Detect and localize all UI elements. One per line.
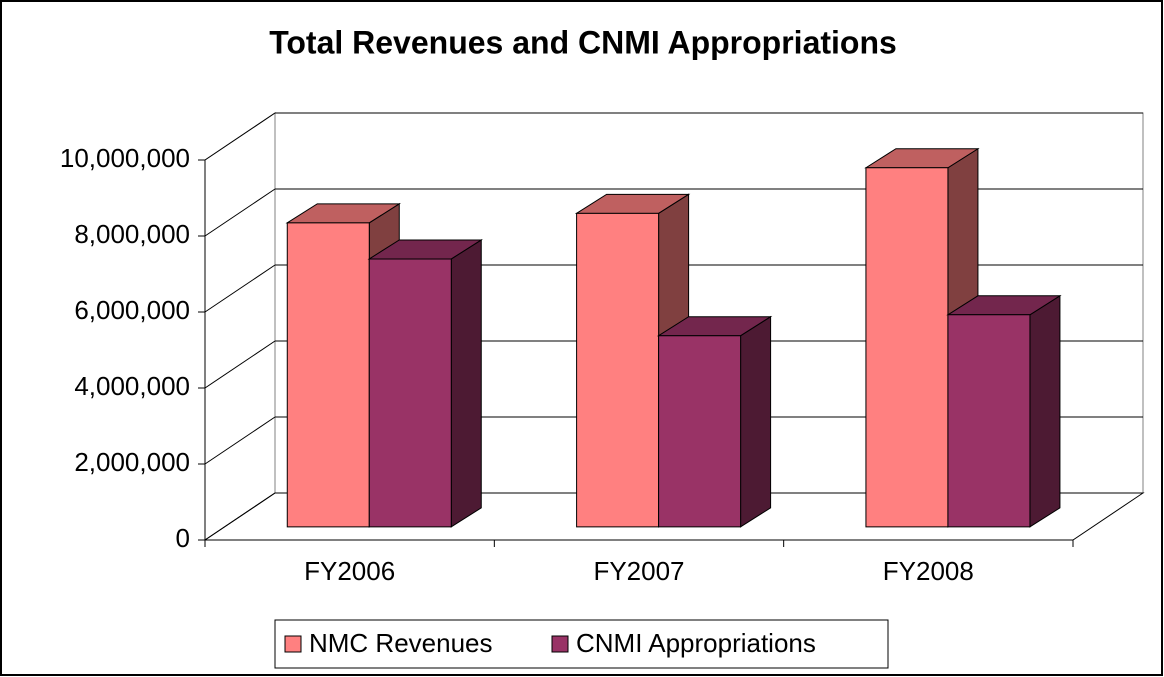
bar-front <box>865 167 949 528</box>
bar-front <box>576 212 660 528</box>
grid-line <box>204 492 276 541</box>
grid-line <box>204 188 276 237</box>
bar-side <box>450 239 482 528</box>
grid-line <box>204 112 276 161</box>
bar <box>367 239 483 528</box>
legend-label: CNMI Appropriations <box>576 628 816 658</box>
y-tick-label: 2,000,000 <box>74 447 190 477</box>
side-wall <box>204 112 276 541</box>
bar-front <box>947 314 1031 528</box>
grid-line <box>204 416 276 465</box>
y-tick-label: 8,000,000 <box>74 219 190 249</box>
bar-front <box>286 222 370 528</box>
legend-label: NMC Revenues <box>309 628 493 658</box>
x-tick-label: FY2008 <box>883 556 974 586</box>
y-tick-label: 6,000,000 <box>74 295 190 325</box>
bar-front <box>658 335 742 528</box>
x-tick-label: FY2006 <box>304 556 395 586</box>
x-tick-label: FY2007 <box>593 556 684 586</box>
y-tick-label: 0 <box>176 523 190 553</box>
bar <box>656 315 773 528</box>
y-tick-label: 10,000,000 <box>60 143 190 173</box>
grid-line <box>204 264 276 313</box>
bar-front <box>368 258 452 528</box>
bar <box>946 294 1062 528</box>
bar <box>574 193 691 528</box>
bar-side <box>1029 294 1061 528</box>
legend-swatch <box>284 635 302 653</box>
y-tick-label: 4,000,000 <box>74 371 190 401</box>
chart-title: Total Revenues and CNMI Appropriations <box>269 24 897 60</box>
legend <box>274 619 889 669</box>
grid-line <box>204 340 276 389</box>
bar-side <box>740 315 772 528</box>
legend-swatch <box>551 635 569 653</box>
